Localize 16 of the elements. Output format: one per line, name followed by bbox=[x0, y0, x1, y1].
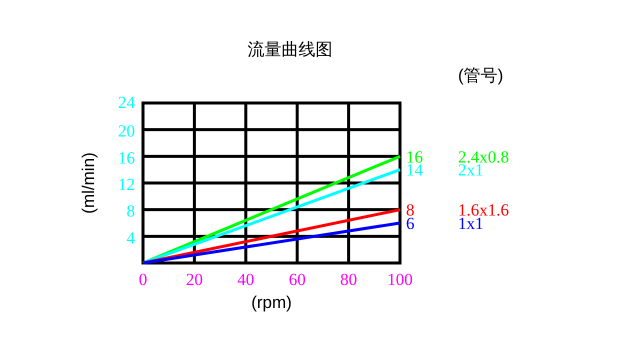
y-tick-label: 24 bbox=[118, 93, 136, 112]
y-tick-label: 12 bbox=[118, 175, 135, 194]
x-tick-label: 100 bbox=[387, 270, 413, 289]
x-tick-label: 0 bbox=[138, 270, 148, 289]
x-tick-label: 60 bbox=[288, 270, 306, 289]
chart-title: 流量曲线图 bbox=[248, 40, 332, 59]
y-tick-label: 8 bbox=[126, 202, 135, 221]
x-tick-label: 40 bbox=[237, 270, 254, 289]
x-tick-label: 20 bbox=[186, 270, 203, 289]
x-tick-label: 80 bbox=[340, 270, 358, 289]
y-tick-label: 4 bbox=[126, 228, 136, 248]
x-axis-title: (rpm) bbox=[251, 293, 292, 312]
y-tick-label: 16 bbox=[118, 148, 135, 168]
y-tick-label: 20 bbox=[118, 122, 135, 141]
y-axis-title: (ml/min) bbox=[79, 152, 98, 214]
legend-title: (管号) bbox=[458, 66, 504, 85]
